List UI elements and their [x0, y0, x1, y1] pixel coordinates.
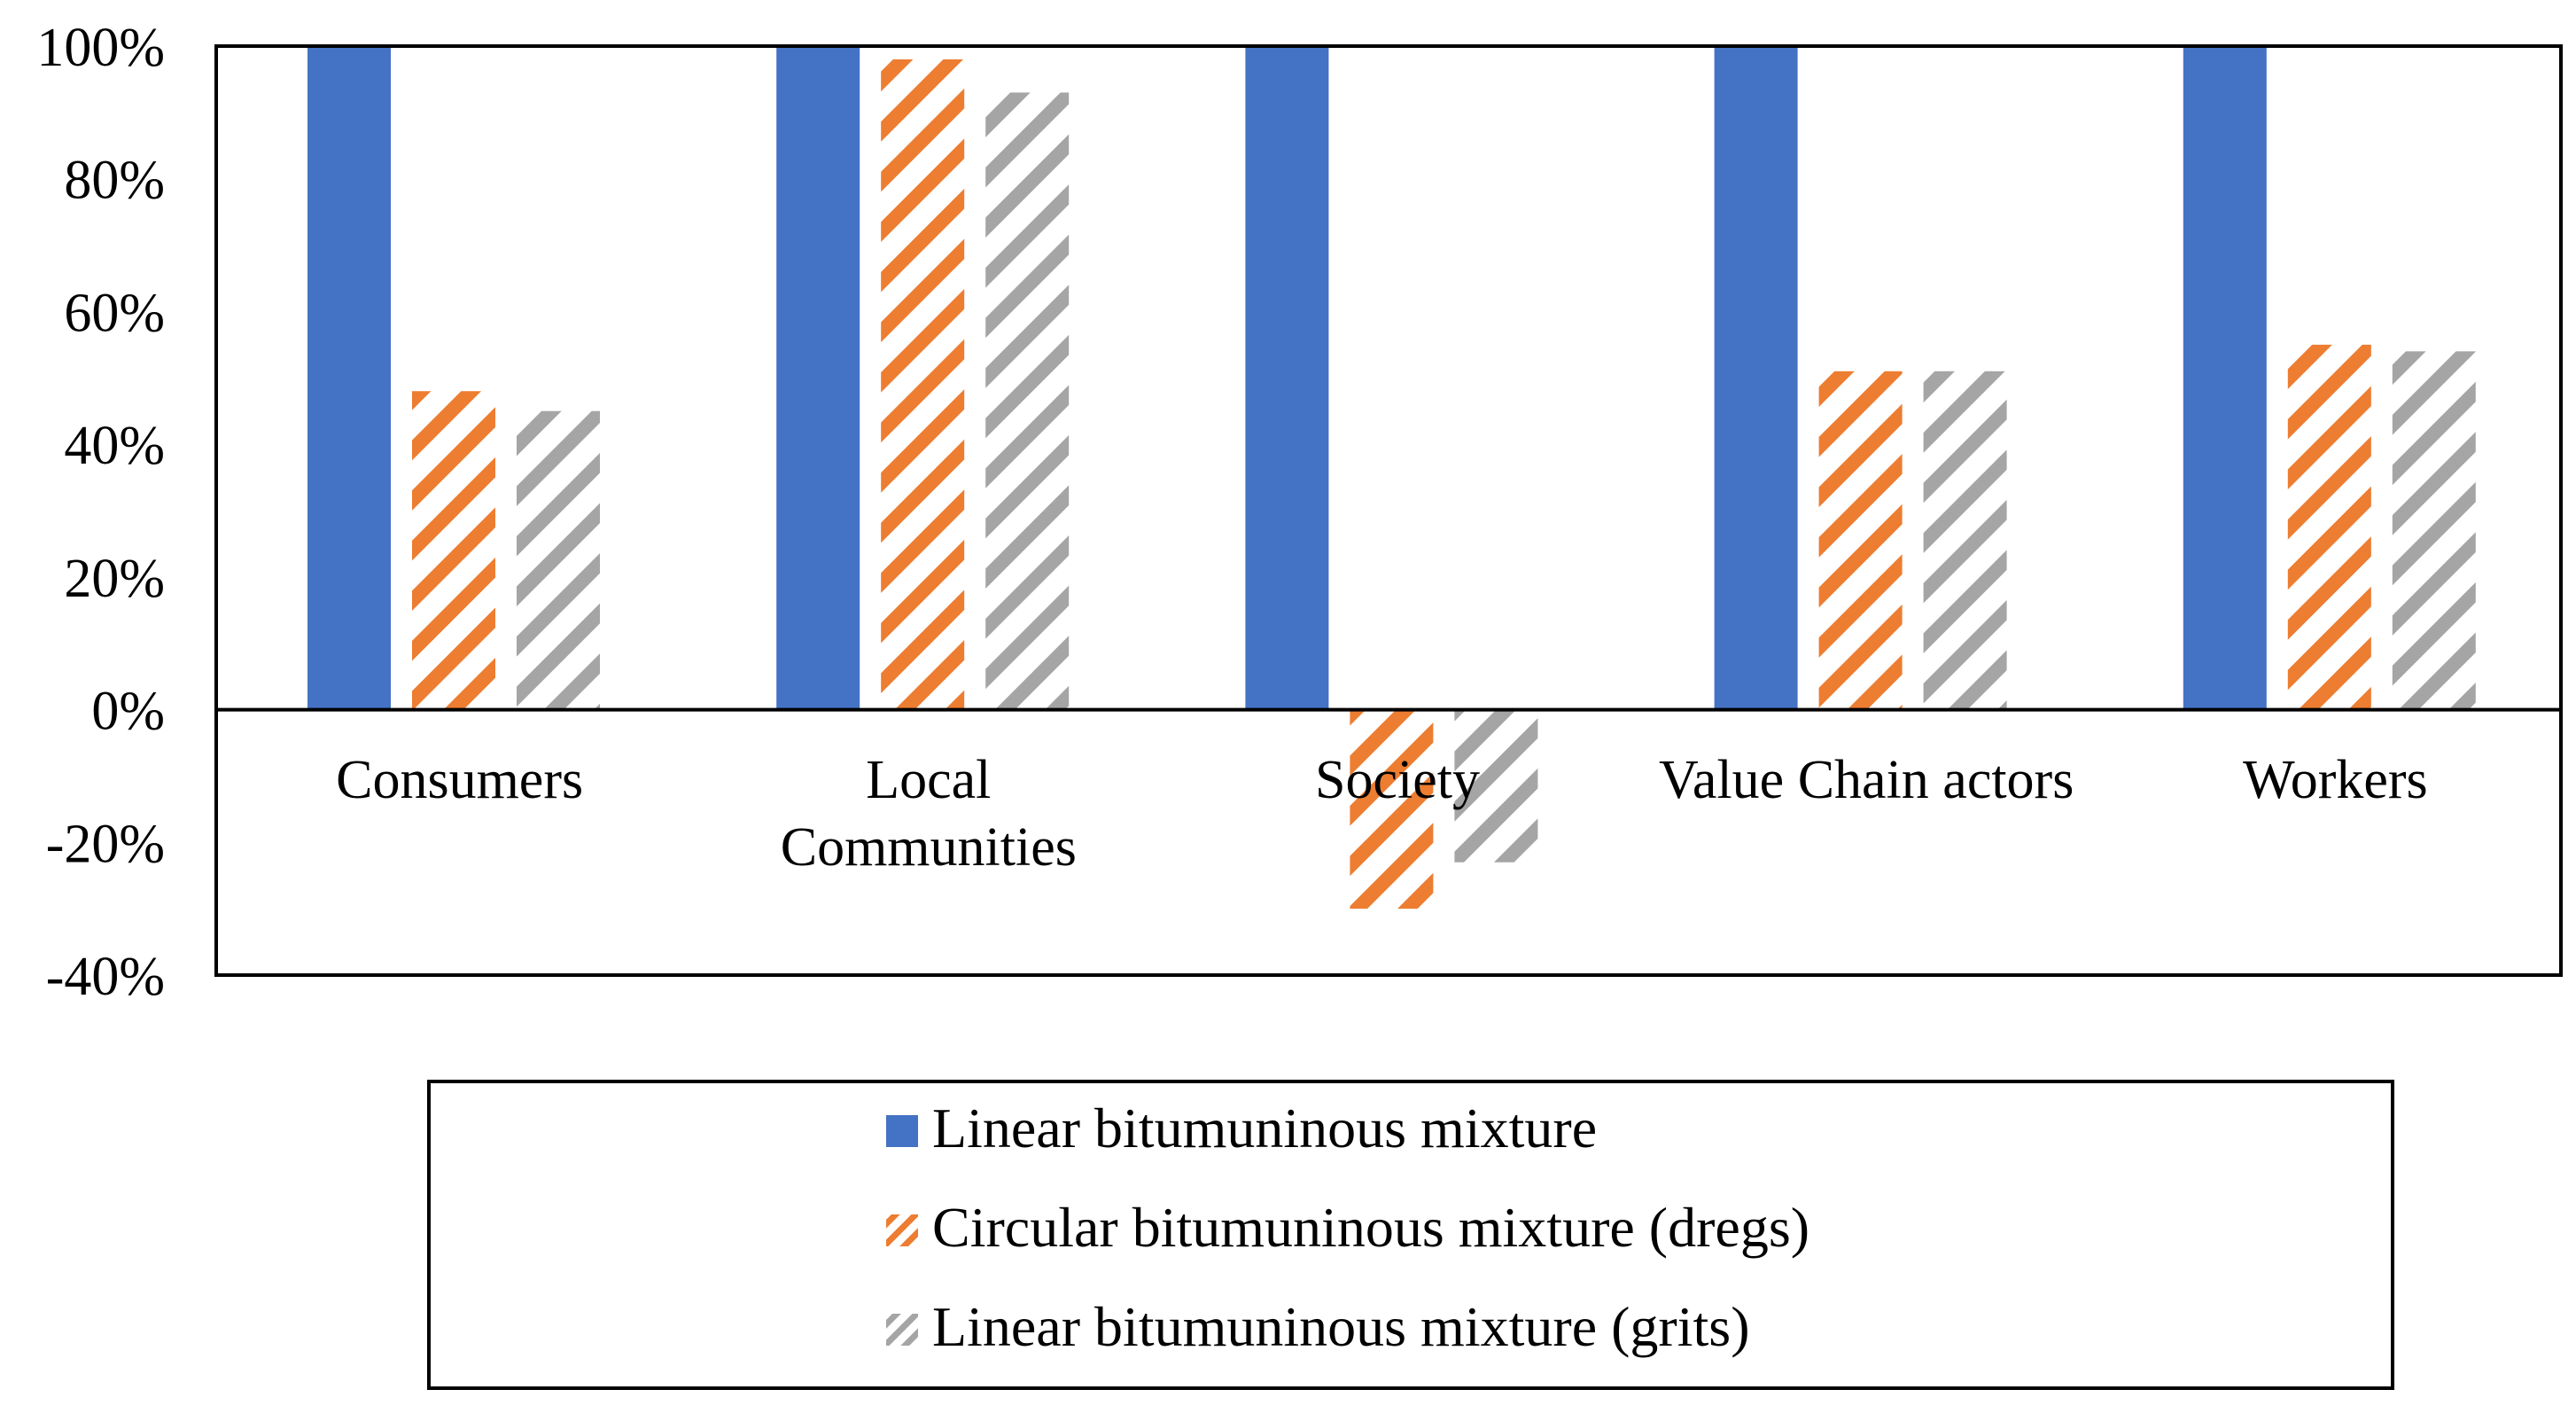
legend: Linear bitumuninous mixture Circular bitu…	[427, 1080, 2394, 1390]
y-tick-label: -40%	[46, 947, 165, 1007]
bar-linear-bitumuninous-mixture-grits-local-communities	[985, 92, 1070, 710]
x-category-label: Local	[866, 750, 991, 810]
x-category-label: Society	[1315, 750, 1480, 810]
legend-swatch	[886, 1214, 918, 1246]
y-tick-label: 20%	[64, 549, 165, 609]
x-axis-category-labels: Consumers Local Communities Society Value Ch…	[336, 750, 2428, 878]
bar-linear-bitumuninous-mixture-society	[1245, 46, 1329, 710]
x-category-label: Consumers	[336, 750, 583, 810]
bar-linear-bitumuninous-mixture-grits-workers	[2392, 351, 2476, 710]
bar-circular-bitumuninous-mixture-dregs-society	[1350, 709, 1434, 909]
bar-linear-bitumuninous-mixture-value-chain-actors	[1714, 46, 1798, 710]
legend-label: Linear bitumuninous mixture (grits)	[932, 1295, 1750, 1358]
legend-label: Linear bitumuninous mixture	[932, 1097, 1597, 1159]
legend-frame	[427, 1080, 2394, 1390]
x-category-label: Value Chain actors	[1659, 750, 2074, 810]
y-axis-tick-labels: 100% 80% 60% 40% 20% 0% -20% -40%	[36, 18, 165, 1007]
y-tick-label: 60%	[64, 283, 165, 343]
y-tick-label: 80%	[64, 151, 165, 211]
bar-linear-bitumuninous-mixture-local-communities	[776, 46, 860, 710]
bars-group	[307, 46, 2476, 909]
bar-circular-bitumuninous-mixture-dregs-consumers	[412, 391, 495, 710]
y-tick-label: 100%	[36, 18, 165, 78]
y-tick-label: 0%	[91, 682, 165, 742]
bar-circular-bitumuninous-mixture-dregs-local-communities	[881, 59, 965, 710]
bar-linear-bitumuninous-mixture-grits-consumers	[517, 410, 600, 710]
bar-linear-bitumuninous-mixture-consumers	[307, 46, 391, 710]
bar-linear-bitumuninous-mixture-grits-society	[1454, 709, 1538, 863]
plot-area-frame	[214, 44, 2563, 977]
legend-swatch	[886, 1314, 918, 1346]
legend-label: Circular bitumuninous mixture (dregs)	[932, 1196, 1809, 1259]
legend-swatch	[886, 1115, 918, 1147]
bar-circular-bitumuninous-mixture-dregs-value-chain-actors	[1818, 371, 1903, 710]
y-tick-label: 40%	[64, 416, 165, 476]
bar-linear-bitumuninous-mixture-workers	[2183, 46, 2267, 710]
x-category-label: Workers	[2243, 750, 2428, 810]
y-tick-label: -20%	[46, 814, 165, 874]
bar-linear-bitumuninous-mixture-grits-value-chain-actors	[1923, 371, 2007, 710]
bar-circular-bitumuninous-mixture-dregs-workers	[2287, 344, 2371, 710]
x-category-label: Communities	[781, 817, 1077, 878]
